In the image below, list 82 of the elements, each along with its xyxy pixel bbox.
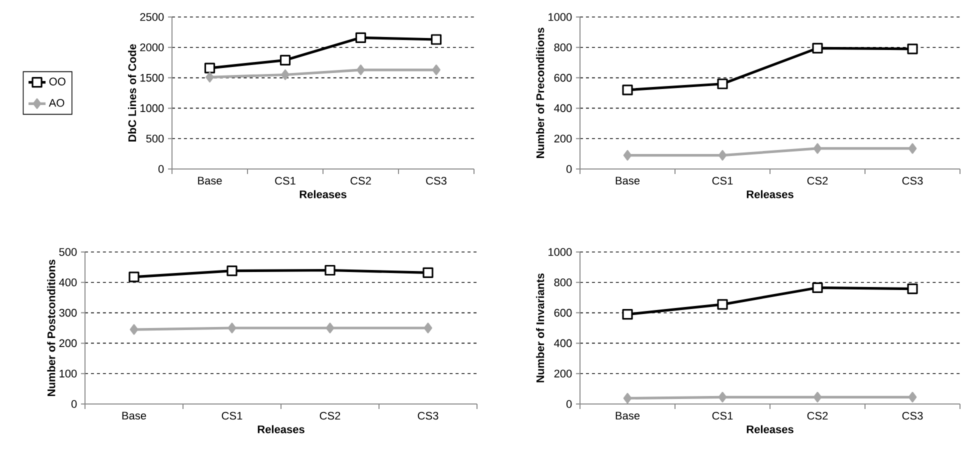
- point: [718, 392, 727, 402]
- y-tick-label: 400: [554, 104, 572, 112]
- point: [326, 322, 334, 334]
- x-tick-label: CS1: [275, 176, 296, 185]
- point: [907, 44, 918, 54]
- point: [622, 84, 633, 96]
- point: [206, 72, 214, 82]
- point: [424, 322, 432, 334]
- point: [813, 143, 822, 154]
- point: [623, 150, 632, 161]
- x-tick-label: CS2: [807, 412, 828, 420]
- point: [812, 42, 823, 54]
- x-tick-label: CS2: [320, 412, 340, 420]
- y-tick-label: 1500: [140, 74, 164, 82]
- y-tick-label: 500: [146, 134, 164, 142]
- y-tick-label: 300: [59, 308, 77, 317]
- x-tick-label: CS3: [426, 176, 446, 185]
- point: [908, 392, 917, 402]
- point: [813, 392, 822, 402]
- x-tick-label: CS1: [222, 412, 242, 420]
- y-tick-label: 0: [71, 400, 77, 408]
- y-tick-label: 0: [566, 165, 572, 173]
- point: [128, 272, 140, 282]
- point: [228, 322, 236, 334]
- x-axis-title: Releases: [300, 190, 346, 198]
- y-tick-label: 800: [554, 43, 572, 52]
- x-tick-label: CS3: [902, 176, 923, 185]
- x-tick-label: CS2: [807, 176, 828, 185]
- x-axis-title: Releases: [746, 425, 794, 434]
- y-tick-label: 2000: [140, 43, 164, 52]
- point: [130, 324, 138, 335]
- x-tick-label: Base: [616, 412, 640, 420]
- point: [908, 143, 917, 154]
- x-tick-label: CS1: [712, 412, 733, 420]
- y-tick-label: 0: [566, 400, 572, 408]
- x-axis-title: Releases: [746, 190, 794, 198]
- point: [422, 267, 434, 278]
- point: [432, 64, 440, 76]
- point: [717, 78, 728, 90]
- point: [356, 64, 365, 76]
- x-tick-label: CS1: [712, 176, 733, 185]
- x-tick-label: Base: [122, 412, 146, 420]
- point: [907, 283, 918, 294]
- point: [324, 264, 336, 276]
- point: [812, 282, 823, 294]
- x-tick-label: Base: [616, 176, 640, 185]
- x-tick-label: CS2: [350, 176, 371, 185]
- y-tick-label: 800: [554, 278, 572, 286]
- y-axis-title: Number of Preconditions: [536, 28, 544, 158]
- y-tick-label: 1000: [548, 248, 572, 256]
- y-tick-label: 200: [554, 370, 572, 378]
- y-tick-label: 500: [59, 248, 77, 256]
- point: [623, 392, 632, 404]
- y-axis-title: Number of Postconditions: [47, 260, 56, 396]
- y-tick-label: 2500: [140, 13, 164, 21]
- legend-label: OO: [49, 78, 66, 86]
- point: [226, 266, 238, 276]
- y-tick-label: 200: [59, 339, 77, 348]
- y-tick-label: 0: [158, 165, 164, 173]
- x-tick-label: CS3: [418, 412, 438, 420]
- x-tick-label: CS3: [902, 412, 923, 420]
- y-tick-label: 600: [554, 74, 572, 82]
- point: [430, 34, 442, 45]
- point: [355, 32, 366, 43]
- point: [622, 309, 633, 320]
- y-axis-title: Number of Invariants: [536, 273, 544, 382]
- point: [718, 150, 727, 161]
- point: [204, 62, 216, 74]
- x-tick-label: Base: [198, 176, 222, 185]
- y-tick-label: 1000: [140, 104, 164, 112]
- y-tick-label: 400: [554, 339, 572, 348]
- y-tick-label: 400: [59, 278, 77, 286]
- x-axis-title: Releases: [258, 425, 304, 434]
- y-tick-label: 100: [60, 370, 77, 378]
- point: [717, 299, 728, 310]
- y-tick-label: 600: [554, 308, 572, 317]
- legend-label: AO: [48, 98, 64, 107]
- y-axis-title: DbC Lines of Code: [128, 44, 136, 142]
- point: [280, 54, 291, 66]
- y-tick-label: 1000: [548, 13, 572, 21]
- point: [281, 69, 290, 80]
- y-tick-label: 200: [554, 134, 572, 142]
